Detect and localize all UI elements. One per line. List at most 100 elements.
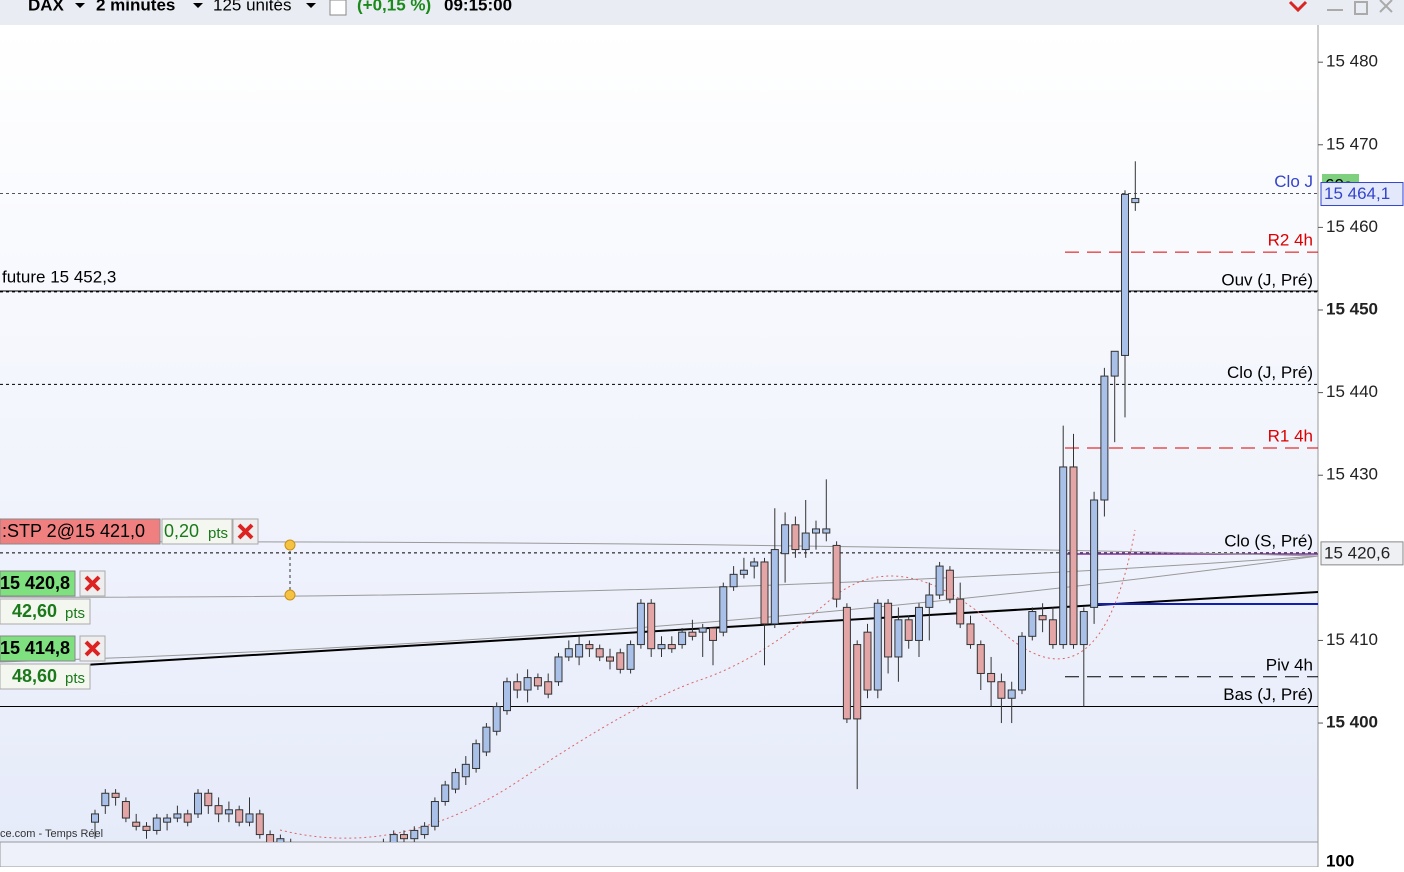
source-label: ce.com - Temps Réel [0, 828, 103, 840]
candle-body [245, 813, 254, 823]
candle-body [657, 644, 666, 650]
candle-body [904, 619, 913, 641]
candle-body [1048, 619, 1057, 646]
candle-body [183, 813, 192, 823]
candle-body [533, 677, 542, 687]
candle-body [492, 706, 501, 732]
level-label: R1 4h [1268, 426, 1313, 445]
pts-value: 42,60 [12, 601, 57, 621]
candle-body [1110, 350, 1119, 377]
candle-body [132, 821, 141, 827]
order-label: 15 420,8 [0, 573, 70, 593]
candle-body [523, 677, 532, 691]
candle-body [739, 569, 748, 575]
candle-body [894, 619, 903, 658]
candle-body [121, 801, 130, 819]
candle-body [173, 813, 182, 819]
candle-body [987, 672, 996, 683]
interval[interactable]: 2 minutes [96, 0, 175, 14]
pts-box [0, 663, 91, 690]
moving-average [279, 529, 1136, 839]
candle-body [770, 549, 779, 625]
future-label: future 15 452,3 [2, 267, 116, 286]
candle-body [1100, 375, 1109, 501]
candle-body [915, 606, 923, 641]
instrument[interactable]: DAX [28, 0, 65, 14]
candle-body [884, 602, 893, 658]
y-tick-label: 15 440 [1326, 382, 1378, 401]
candle-body [1038, 615, 1047, 621]
order-handle[interactable] [284, 589, 296, 601]
order-handle[interactable] [284, 539, 296, 551]
price-label: 15 464,1 [1324, 184, 1390, 203]
candle-body [925, 594, 934, 608]
cancel-icon[interactable] [84, 640, 101, 657]
candle-body [1059, 466, 1068, 646]
candle-body [606, 656, 614, 662]
order-box [0, 635, 76, 662]
pts-unit: pts [65, 670, 85, 687]
candle-body [781, 524, 790, 555]
candle-body [832, 544, 841, 600]
candle-body [1007, 689, 1016, 699]
toolbar [0, 0, 1404, 25]
candle-body [472, 743, 481, 769]
candle-body [224, 809, 233, 815]
candle-body [801, 532, 810, 551]
pts-value: 48,60 [12, 666, 57, 686]
candle-body [791, 524, 800, 551]
candle-body [812, 528, 820, 534]
order-curve [0, 555, 1318, 598]
level-label: Ouv (J, Pré) [1221, 270, 1313, 289]
order-label: :STP 2@15 421,0 [2, 521, 145, 541]
y-tick-label: 15 450 [1326, 299, 1378, 318]
candle-body [636, 602, 645, 646]
units[interactable]: 125 unités [213, 0, 291, 14]
level-label: Clo (J, Pré) [1227, 363, 1313, 382]
candle-body [214, 805, 223, 815]
pts-unit: pts [65, 605, 85, 622]
order-box [0, 518, 161, 545]
level-label: R2 4h [1268, 231, 1313, 250]
cancel-icon[interactable] [84, 575, 101, 592]
y-tick-label: 15 480 [1326, 52, 1378, 71]
candle-body [461, 763, 470, 778]
price-label: 15 420,6 [1324, 543, 1390, 562]
candle-body [503, 681, 511, 712]
candle-body [729, 573, 738, 588]
candle-body [1018, 635, 1026, 691]
alert-icon[interactable] [1288, 0, 1308, 13]
cancel-icon[interactable] [237, 523, 254, 540]
order-box [0, 570, 76, 597]
candle-body [554, 656, 563, 683]
candle-body [441, 784, 450, 803]
y-tick-label: 15 470 [1326, 134, 1378, 153]
y-tick-label: 15 430 [1326, 465, 1378, 484]
candle-body [400, 834, 408, 840]
candle-body [647, 602, 656, 650]
window-controls[interactable] [1327, 0, 1393, 15]
pts-value: 0,20 [164, 521, 199, 541]
pts-box [0, 598, 91, 625]
pts-unit: pts [208, 525, 228, 542]
order-label: 15 414,8 [0, 638, 70, 658]
candle-body [204, 792, 213, 807]
candle-body [276, 838, 285, 842]
candle-body [101, 792, 110, 807]
candle-body [595, 648, 604, 658]
level-label: Clo (S, Pré) [1224, 531, 1313, 550]
candle-body [760, 561, 769, 625]
cancel-button[interactable] [79, 635, 106, 662]
candle-body [1131, 197, 1140, 204]
info-button[interactable] [329, 0, 347, 16]
candle-body [91, 813, 99, 823]
pts-box [161, 518, 233, 545]
candle-body [451, 772, 460, 790]
candle-body [709, 627, 717, 641]
candle-body [1069, 466, 1078, 646]
candle-body [616, 652, 625, 670]
level-label: Piv 4h [1266, 655, 1313, 674]
candle-body [564, 648, 573, 658]
time: 09:15:00 [444, 0, 512, 14]
